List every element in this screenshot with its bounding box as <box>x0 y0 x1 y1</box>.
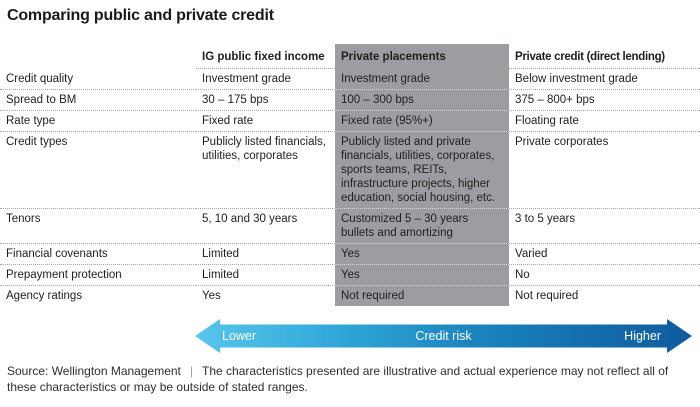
footnote-divider: | <box>189 364 194 378</box>
comparison-table: IG public fixed income Private placement… <box>0 44 700 306</box>
gradient-double-arrow <box>195 319 692 353</box>
cell: Publicly listed financials, utilities, c… <box>196 131 335 209</box>
cell: 5, 10 and 30 years <box>196 208 335 244</box>
row-label: Credit quality <box>6 72 74 85</box>
table-row-spread-to-bm: Spread to BM 30 – 175 bps 100 – 300 bps … <box>0 89 700 111</box>
cell: Private corporates <box>509 131 700 209</box>
risk-scale-lower-label: Lower <box>222 329 257 343</box>
cell: 30 – 175 bps <box>196 89 335 111</box>
header-ig-public: IG public fixed income <box>196 44 335 69</box>
table-row-rate-type: Rate type Fixed rate Fixed rate (95%+) F… <box>0 110 700 132</box>
cell: Not required <box>509 285 700 306</box>
cell: Yes <box>335 243 509 265</box>
row-label: Credit types <box>0 131 196 209</box>
row-label: Agency ratings <box>0 285 196 306</box>
cell: Limited <box>196 243 335 265</box>
table-header-row: IG public fixed income Private placement… <box>0 44 700 69</box>
row-label: Financial covenants <box>0 243 196 265</box>
header-private-placements: Private placements <box>335 44 509 69</box>
risk-scale-title: Credit risk <box>415 329 472 343</box>
row-label: Rate type <box>0 110 196 132</box>
page-title: Comparing public and private credit <box>7 7 274 24</box>
table-row-credit-quality: Credit quality Investment grade Investme… <box>0 68 700 90</box>
cell: Floating rate <box>509 110 700 132</box>
source-footnote: Source: Wellington Management | The charac… <box>7 364 669 395</box>
table-row-tenors: Tenors 5, 10 and 30 years Customized 5 –… <box>0 208 700 244</box>
row-label: Tenors <box>0 208 196 244</box>
source-text: Source: Wellington Management <box>7 364 181 378</box>
cell: Limited <box>196 264 335 286</box>
cell: Varied <box>509 243 700 265</box>
table-row-prepayment-protection: Prepayment protection Limited Yes No <box>0 264 700 286</box>
cell: Customized 5 – 30 years bullets and amor… <box>335 208 509 244</box>
cell: Not required <box>335 285 509 306</box>
table-row-credit-types: Credit types Publicly listed financials,… <box>0 131 700 209</box>
cell: Investment grade <box>202 73 291 85</box>
credit-risk-scale: Lower Credit risk Higher <box>195 319 692 353</box>
cell: 3 to 5 years <box>509 208 700 244</box>
cell: 100 – 300 bps <box>335 89 509 111</box>
header-empty <box>0 44 196 69</box>
cell: 375 – 800+ bps <box>509 89 700 111</box>
row-label: Spread to BM <box>0 89 196 111</box>
table-row-financial-covenants: Financial covenants Limited Yes Varied <box>0 243 700 265</box>
cell: Publicly listed and private financials, … <box>335 131 509 209</box>
cell: Fixed rate <box>196 110 335 132</box>
cell: Investment grade <box>335 68 509 90</box>
row-label: Prepayment protection <box>0 264 196 286</box>
cell: Yes <box>196 285 335 306</box>
disclaimer-text: The characteristics presented are illust… <box>7 364 669 394</box>
cell: No <box>509 264 700 286</box>
cell: Fixed rate (95%+) <box>335 110 509 132</box>
cell: Yes <box>335 264 509 286</box>
header-private-credit: Private credit (direct lending) <box>509 44 700 69</box>
cell: Below investment grade <box>515 73 638 85</box>
table-row-agency-ratings: Agency ratings Yes Not required Not requ… <box>0 285 700 306</box>
risk-scale-higher-label: Higher <box>624 329 661 343</box>
